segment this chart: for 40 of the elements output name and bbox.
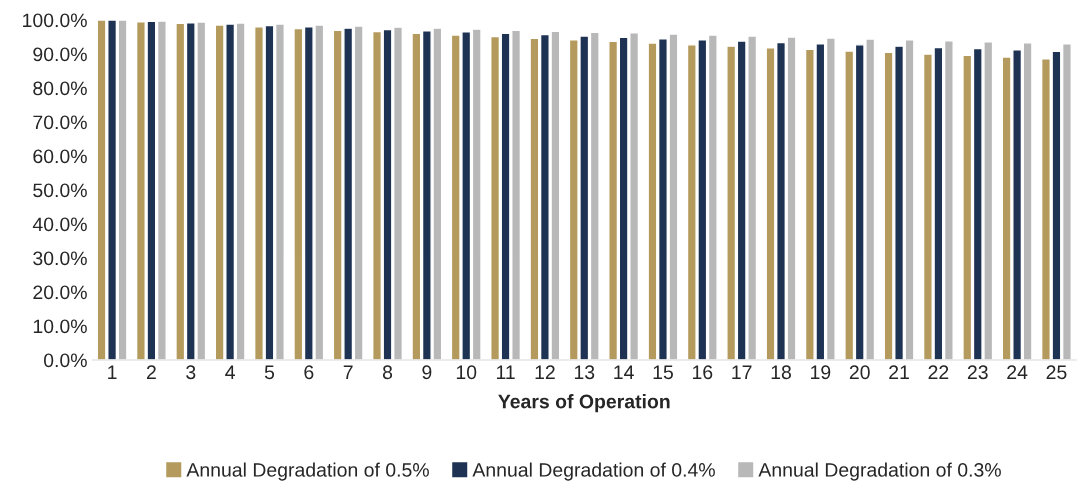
x-tick-label: 11: [496, 365, 515, 379]
y-tick-label: 70.0%: [33, 115, 87, 130]
x-tick-label: 3: [186, 365, 196, 380]
legend-label: Annual Degradation of 0.4%: [472, 462, 715, 481]
y-tick-label: 20.0%: [33, 285, 87, 300]
y-tick-label: 0.0%: [43, 353, 87, 368]
x-tick-label: 10: [456, 365, 477, 380]
x-axis-title: Years of Operation: [498, 394, 670, 413]
x-tick-label: 6: [304, 365, 314, 380]
x-tick-label: 19: [811, 365, 831, 380]
x-tick-label: 21: [889, 365, 909, 379]
x-tick-label: 14: [614, 365, 634, 379]
y-tick-label: 40.0%: [32, 217, 87, 232]
x-tick-label: 8: [382, 365, 393, 380]
y-tick-label: 50.0%: [33, 183, 87, 198]
x-tick-label: 5: [264, 365, 275, 380]
legend-label: Annual Degradation of 0.5%: [186, 462, 429, 481]
y-tick-label: 80.0%: [33, 81, 87, 96]
x-tick-label: 25: [1046, 365, 1067, 380]
x-tick-label: 23: [967, 365, 988, 380]
x-tick-label: 16: [692, 365, 713, 380]
y-tick-label: 90.0%: [33, 47, 87, 62]
x-tick-label: 13: [574, 365, 595, 380]
x-tick-label: 22: [928, 365, 949, 379]
y-tick-label: 30.0%: [33, 251, 87, 266]
x-tick-label: 9: [422, 365, 432, 380]
y-tick-label: 100.0%: [23, 13, 87, 28]
x-tick-label: 17: [732, 365, 752, 379]
x-tick-label: 12: [535, 365, 555, 379]
y-tick-label: 10.0%: [33, 319, 87, 334]
x-tick-label: 20: [849, 365, 870, 380]
x-tick-label: 7: [343, 365, 353, 379]
x-tick-label: 18: [771, 365, 791, 380]
legend-label: Annual Degradation of 0.3%: [758, 462, 1001, 481]
x-tick-label: 15: [653, 365, 673, 380]
x-tick-label: 4: [225, 365, 235, 379]
x-tick-label: 24: [1007, 365, 1028, 379]
x-tick-label: 1: [108, 365, 117, 379]
y-tick-label: 60.0%: [33, 149, 87, 164]
x-tick-label: 2: [146, 365, 156, 379]
